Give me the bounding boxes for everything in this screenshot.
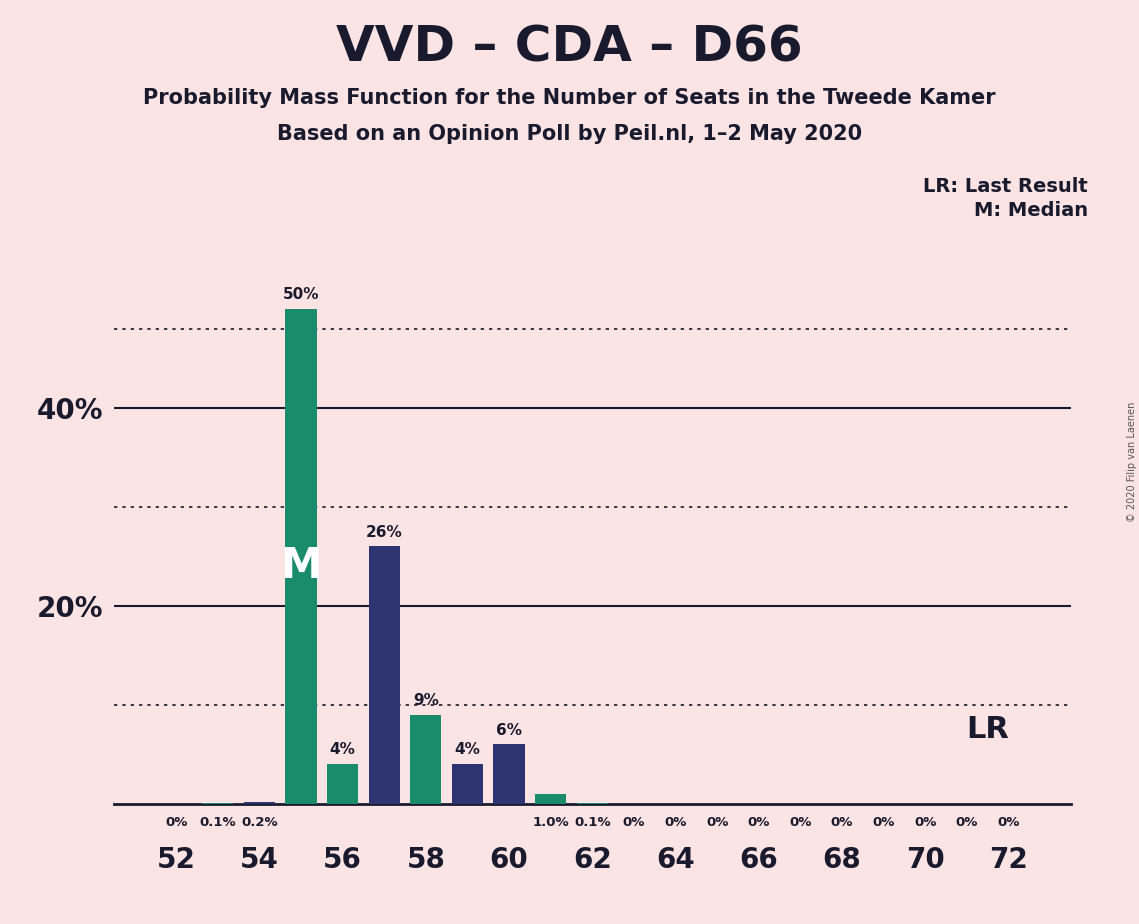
- Text: 0%: 0%: [623, 816, 645, 829]
- Bar: [576, 803, 608, 804]
- Text: 0.1%: 0.1%: [574, 816, 611, 829]
- Bar: [493, 745, 525, 804]
- Bar: [244, 802, 276, 804]
- Text: © 2020 Filip van Laenen: © 2020 Filip van Laenen: [1126, 402, 1137, 522]
- Text: 0%: 0%: [913, 816, 936, 829]
- Text: 50%: 50%: [282, 287, 319, 302]
- Text: LR: Last Result: LR: Last Result: [923, 177, 1088, 197]
- Text: 4%: 4%: [330, 742, 355, 758]
- Text: 0%: 0%: [664, 816, 687, 829]
- Text: 4%: 4%: [454, 742, 481, 758]
- Text: 0.2%: 0.2%: [241, 816, 278, 829]
- Text: 0%: 0%: [997, 816, 1019, 829]
- Bar: [535, 794, 566, 804]
- Text: 1.0%: 1.0%: [532, 816, 570, 829]
- Text: VVD – CDA – D66: VVD – CDA – D66: [336, 23, 803, 71]
- Text: 6%: 6%: [497, 723, 522, 737]
- Text: 0.1%: 0.1%: [199, 816, 236, 829]
- Text: LR: LR: [966, 715, 1009, 744]
- Text: Probability Mass Function for the Number of Seats in the Tweede Kamer: Probability Mass Function for the Number…: [144, 88, 995, 108]
- Text: 9%: 9%: [413, 693, 439, 708]
- Text: M: M: [280, 545, 322, 588]
- Text: 0%: 0%: [956, 816, 978, 829]
- Text: 26%: 26%: [366, 525, 403, 540]
- Bar: [327, 764, 359, 804]
- Text: 0%: 0%: [706, 816, 728, 829]
- Bar: [286, 309, 317, 804]
- Text: 0%: 0%: [789, 816, 811, 829]
- Text: 0%: 0%: [747, 816, 770, 829]
- Text: 0%: 0%: [830, 816, 853, 829]
- Text: 0%: 0%: [165, 816, 188, 829]
- Text: Based on an Opinion Poll by Peil.nl, 1–2 May 2020: Based on an Opinion Poll by Peil.nl, 1–2…: [277, 124, 862, 144]
- Bar: [203, 803, 233, 804]
- Bar: [452, 764, 483, 804]
- Text: M: Median: M: Median: [974, 201, 1088, 221]
- Text: 0%: 0%: [872, 816, 894, 829]
- Bar: [369, 546, 400, 804]
- Bar: [410, 715, 442, 804]
